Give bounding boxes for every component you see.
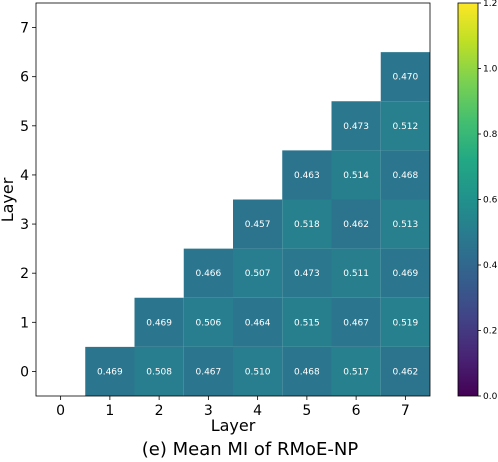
heatmap-cell: [380, 297, 430, 347]
x-axis-ticks: 0 1 2 3 4 5 6 7: [56, 396, 410, 419]
heatmap-cell: [331, 101, 381, 151]
cell-value-label: 0.473: [294, 269, 320, 279]
cell-value-label: 0.469: [97, 367, 123, 377]
plot-frame: [35, 2, 431, 397]
cell-value-label: 0.462: [343, 220, 369, 230]
heatmap-cells: [85, 52, 430, 397]
colorbar-tick-label: 1.0: [483, 65, 498, 75]
heatmap-cell: [380, 52, 430, 102]
cell-value-label: 0.510: [245, 367, 271, 377]
cell-value-label: 0.517: [343, 367, 369, 377]
heatmap-cell: [233, 346, 283, 397]
y-tick-label: 2: [20, 266, 29, 282]
heatmap-cell: [233, 248, 283, 298]
cell-value-label: 0.515: [294, 318, 320, 328]
heatmap-cell: [380, 346, 430, 397]
cell-value-label: 0.470: [392, 73, 418, 83]
colorbar-tick-label: 0.4: [483, 261, 498, 271]
heatmap-cell: [183, 297, 233, 347]
cell-value-label: 0.513: [392, 220, 418, 230]
x-tick-label: 6: [352, 403, 361, 419]
heatmap-cell: [380, 150, 430, 200]
colorbar-tick-label: 0.0: [483, 392, 498, 402]
cell-value-label: 0.468: [392, 171, 418, 181]
cell-value-label: 0.457: [245, 220, 271, 230]
heatmap-cell: [282, 199, 332, 249]
colorbar-tick-label: 0.2: [483, 327, 497, 337]
heatmap-cell: [282, 248, 332, 298]
heatmap-cell: [380, 101, 430, 151]
colorbar-ticks: 0.0 0.2 0.4 0.6 0.8 1.0 1.2: [478, 0, 498, 402]
heatmap-cell: [183, 346, 233, 397]
colorbar-tick-label: 1.2: [483, 0, 497, 9]
cell-value-label: 0.464: [245, 318, 271, 328]
y-tick-label: 4: [20, 168, 29, 184]
heatmap-cell: [282, 346, 332, 397]
x-tick-label: 2: [155, 403, 164, 419]
cell-value-label: 0.467: [195, 367, 221, 377]
cell-value-label: 0.518: [294, 220, 320, 230]
x-tick-label: 5: [302, 403, 311, 419]
cell-value-label: 0.506: [195, 318, 221, 328]
cell-value-label: 0.512: [392, 122, 418, 132]
heatmap-cell: [282, 150, 332, 200]
heatmap-cell: [85, 346, 135, 397]
figure-caption: (e) Mean MI of RMoE-NP: [142, 439, 359, 460]
heatmap-cell: [331, 248, 381, 298]
x-axis-label: Layer: [211, 416, 256, 435]
cell-value-label: 0.463: [294, 171, 320, 181]
heatmap-cell: [134, 297, 184, 347]
cell-value-label: 0.508: [146, 367, 172, 377]
y-tick-label: 1: [20, 315, 29, 331]
heatmap-cell: [331, 199, 381, 249]
y-tick-label: 5: [20, 119, 29, 135]
x-tick-label: 0: [56, 403, 65, 419]
heatmap-cell: [380, 199, 430, 249]
cell-value-label: 0.466: [195, 269, 221, 279]
colorbar-tick-label: 0.6: [483, 196, 498, 206]
heatmap-cell: [331, 346, 381, 397]
heatmap-cell: [134, 346, 184, 397]
heatmap-cell: [331, 297, 381, 347]
y-tick-label: 0: [20, 364, 29, 380]
y-tick-label: 6: [20, 70, 29, 86]
heatmap-cell: [183, 248, 233, 298]
heatmap-cell: [282, 297, 332, 347]
x-tick-label: 4: [253, 403, 262, 419]
colorbar-tick-label: 0.8: [483, 130, 498, 140]
cell-value-label: 0.462: [392, 367, 418, 377]
cell-value-label: 0.467: [343, 318, 369, 328]
cell-value-label: 0.511: [343, 269, 369, 279]
heatmap-cell: [233, 297, 283, 347]
y-axis-ticks: 0 1 2 3 4 5 6 7: [20, 21, 36, 380]
cell-value-label: 0.507: [245, 269, 271, 279]
colorbar: [457, 2, 479, 397]
y-axis-label: Layer: [0, 177, 17, 222]
cell-value-labels: 0.469 0.508 0.467 0.510 0.468 0.517 0.462 0.469…: [97, 73, 419, 378]
cell-value-label: 0.469: [146, 318, 172, 328]
cell-value-label: 0.473: [343, 122, 369, 132]
x-tick-label: 1: [105, 403, 114, 419]
y-tick-label: 7: [20, 21, 29, 37]
cell-value-label: 0.519: [392, 318, 418, 328]
heatmap-cell: [380, 248, 430, 298]
x-tick-label: 7: [401, 403, 410, 419]
cell-value-label: 0.468: [294, 367, 320, 377]
heatmap-cell: [233, 199, 283, 249]
x-tick-label: 3: [204, 403, 213, 419]
y-tick-label: 3: [20, 217, 29, 233]
heatmap-cell: [331, 150, 381, 200]
cell-value-label: 0.469: [392, 269, 418, 279]
cell-value-label: 0.514: [343, 171, 369, 181]
